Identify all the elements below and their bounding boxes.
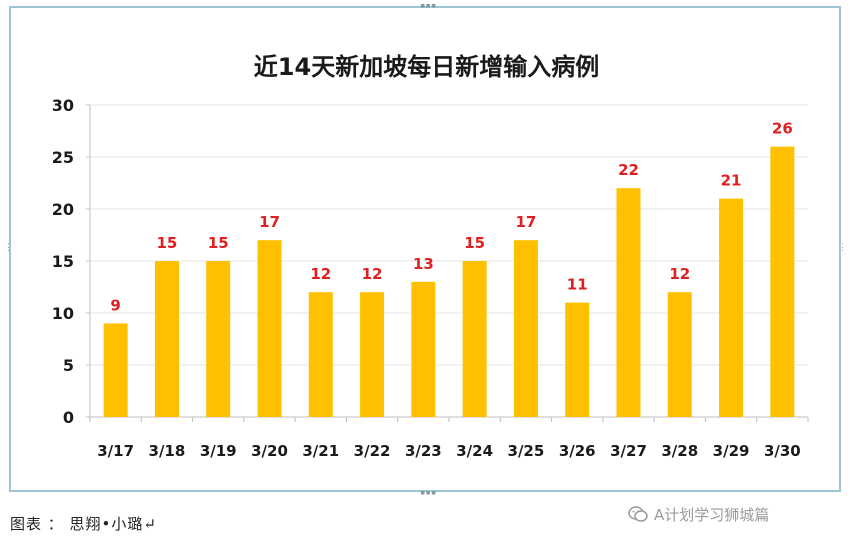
data-label: 12 xyxy=(362,265,383,283)
bar xyxy=(565,302,590,417)
data-label: 26 xyxy=(772,120,793,138)
bar xyxy=(308,292,333,417)
bar xyxy=(257,240,282,417)
x-tick-label: 3/30 xyxy=(764,442,801,460)
bar xyxy=(206,261,231,417)
bar xyxy=(667,292,692,417)
x-tick-label: 3/26 xyxy=(559,442,596,460)
data-label: 13 xyxy=(413,255,434,273)
y-tick-label: 5 xyxy=(63,356,74,375)
figure-caption: 图表 ： 思翔•小璐↵ xyxy=(10,515,157,533)
x-tick-label: 3/20 xyxy=(251,442,288,460)
resize-handle-right[interactable]: ⋮ xyxy=(838,243,847,253)
data-label: 15 xyxy=(156,234,177,252)
bar xyxy=(719,198,744,417)
x-tick-label: 3/22 xyxy=(354,442,391,460)
data-label: 12 xyxy=(310,265,331,283)
data-label: 11 xyxy=(567,276,588,294)
data-label: 22 xyxy=(618,161,639,179)
data-label: 15 xyxy=(208,234,229,252)
x-tick-label: 3/28 xyxy=(661,442,698,460)
watermark-text: A计划学习狮城篇 xyxy=(654,505,770,524)
data-label: 21 xyxy=(721,172,742,190)
x-tick-label: 3/27 xyxy=(610,442,647,460)
bar xyxy=(770,146,795,417)
bar xyxy=(616,188,641,417)
data-label: 15 xyxy=(464,234,485,252)
data-label: 9 xyxy=(110,296,120,314)
x-tick-label: 3/25 xyxy=(508,442,545,460)
resize-handle-bottom[interactable]: ▪▪▪ xyxy=(420,488,437,498)
x-tick-label: 3/24 xyxy=(456,442,493,460)
bar xyxy=(513,240,538,417)
wechat-icon xyxy=(628,506,648,522)
y-tick-label: 25 xyxy=(52,148,74,167)
y-tick-label: 0 xyxy=(63,408,74,427)
x-tick-label: 3/19 xyxy=(200,442,237,460)
data-label: 17 xyxy=(515,213,536,231)
resize-handle-left[interactable]: ⋮ xyxy=(4,243,13,253)
x-tick-label: 3/17 xyxy=(97,442,134,460)
x-tick-label: 3/23 xyxy=(405,442,442,460)
y-tick-label: 10 xyxy=(52,304,74,323)
bar xyxy=(411,281,436,417)
y-tick-label: 30 xyxy=(52,96,74,115)
x-tick-label: 3/29 xyxy=(713,442,750,460)
chart-title: 近14天新加坡每日新增输入病例 xyxy=(253,53,600,81)
y-tick-label: 15 xyxy=(52,252,74,271)
data-label: 12 xyxy=(669,265,690,283)
x-tick-label: 3/18 xyxy=(149,442,186,460)
resize-handle-top[interactable]: ▪▪▪ xyxy=(420,1,437,11)
bar xyxy=(103,323,128,417)
bar xyxy=(462,261,487,417)
data-label: 17 xyxy=(259,213,280,231)
bar xyxy=(360,292,385,417)
watermark: A计划学习狮城篇 xyxy=(628,502,769,526)
x-tick-label: 3/21 xyxy=(302,442,339,460)
bar xyxy=(154,261,179,417)
y-tick-label: 20 xyxy=(52,200,74,219)
